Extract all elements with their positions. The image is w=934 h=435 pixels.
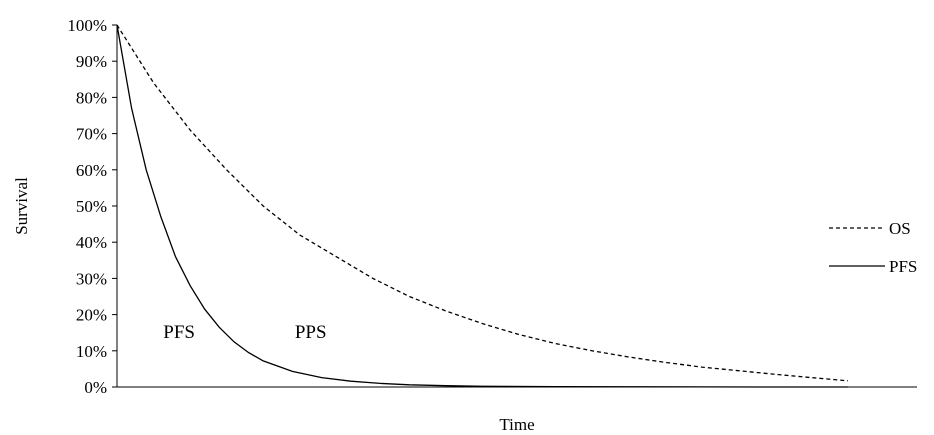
y-tick-label: 20% (76, 306, 107, 325)
legend-item-os: OS (829, 219, 911, 238)
y-tick-label: 60% (76, 161, 107, 180)
y-axis: 0% 10% 20% 30% 40% 50% 60% 70% 80% 90% 100% (67, 16, 118, 397)
series-line-os (116, 24, 849, 382)
series-group (116, 24, 849, 388)
y-axis-label: Survival (12, 177, 31, 235)
annotation-pfs: PFS (163, 322, 195, 343)
y-tick-label: 0% (84, 378, 107, 397)
y-tick-label: 10% (76, 342, 107, 361)
y-tick-group: 0% 10% 20% 30% 40% 50% 60% 70% 80% 90% 100% (67, 16, 117, 397)
legend: OS PFS (829, 219, 917, 276)
legend-item-pfs: PFS (829, 257, 917, 276)
y-tick-label: 80% (76, 88, 107, 107)
legend-label-pfs: PFS (889, 257, 917, 276)
x-axis-label: Time (499, 415, 534, 434)
y-tick-label: 50% (76, 197, 107, 216)
annotation-pps: PPS (295, 322, 327, 343)
series-line-pfs (116, 24, 848, 388)
y-tick-label: 40% (76, 233, 107, 252)
y-tick-label: 30% (76, 269, 107, 288)
y-tick-label: 100% (67, 16, 107, 35)
y-tick-label: 90% (76, 52, 107, 71)
y-tick-label: 70% (76, 125, 107, 144)
legend-label-os: OS (889, 219, 911, 238)
annotation-group: PFS PPS (163, 322, 326, 343)
